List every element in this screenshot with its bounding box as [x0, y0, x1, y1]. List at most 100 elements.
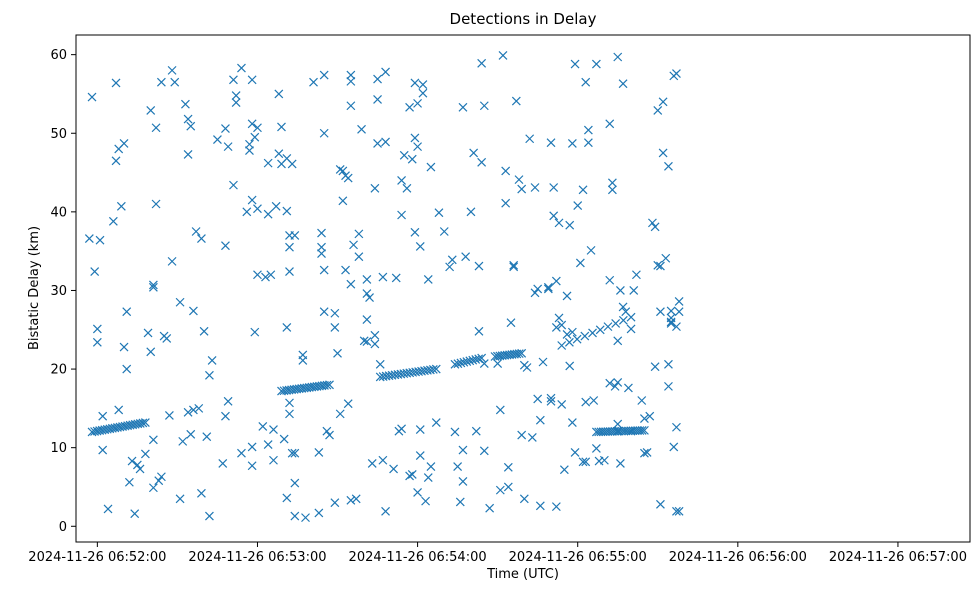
- data-point-marker: [551, 276, 561, 286]
- data-point-marker: [317, 249, 326, 258]
- data-point-marker: [530, 183, 540, 192]
- data-point-marker: [132, 460, 142, 470]
- data-point-marker: [119, 342, 129, 352]
- data-point-marker: [458, 445, 468, 455]
- data-point-marker: [415, 451, 425, 460]
- data-point-marker: [333, 348, 342, 358]
- data-point-marker: [309, 77, 318, 87]
- data-point-marker: [562, 330, 572, 339]
- data-point-marker: [551, 322, 561, 332]
- data-point-marker: [514, 349, 524, 359]
- data-point-marker: [231, 91, 241, 100]
- data-point-marker: [479, 101, 489, 111]
- data-point-marker: [111, 156, 121, 166]
- data-point-marker: [557, 320, 567, 330]
- data-point-marker: [92, 324, 102, 334]
- data-point-marker: [415, 425, 425, 435]
- data-point-marker: [554, 313, 564, 323]
- data-point-marker: [572, 334, 582, 344]
- data-point-marker: [354, 229, 364, 239]
- data-point-marker: [205, 511, 214, 521]
- data-point-marker: [517, 430, 527, 440]
- data-point-marker: [314, 447, 324, 457]
- data-point-marker: [290, 478, 300, 488]
- data-point-marker: [111, 78, 121, 88]
- data-point-marker: [525, 134, 535, 144]
- data-point-marker: [407, 469, 417, 479]
- data-point-marker: [434, 208, 444, 218]
- data-point-marker: [223, 142, 233, 152]
- data-point-marker: [672, 69, 681, 78]
- y-tick-label: 40: [50, 205, 67, 220]
- data-point-marker: [127, 456, 137, 466]
- data-point-marker: [567, 139, 577, 148]
- data-point-marker: [319, 128, 329, 138]
- data-point-marker: [501, 166, 511, 176]
- data-point-marker: [258, 422, 268, 431]
- data-point-marker: [672, 322, 681, 332]
- data-point-marker: [626, 324, 636, 334]
- data-point-marker: [322, 380, 332, 390]
- data-point-marker: [586, 245, 596, 255]
- data-point-marker: [277, 122, 286, 132]
- data-point-marker: [290, 511, 300, 521]
- y-axis-ticks: 0 10 20 30 40 50 60: [50, 48, 76, 535]
- data-point-marker: [87, 92, 97, 102]
- data-point-marker: [180, 99, 190, 109]
- data-point-marker: [140, 449, 150, 459]
- data-point-marker: [148, 483, 158, 493]
- data-point-marker: [338, 166, 348, 176]
- data-point-marker: [588, 328, 597, 338]
- data-point-marker: [199, 326, 209, 336]
- y-tick-label: 60: [50, 48, 67, 63]
- data-point-marker: [509, 262, 519, 272]
- data-point-marker: [367, 458, 377, 468]
- data-point-marker: [151, 199, 161, 209]
- data-point-marker: [343, 399, 353, 409]
- data-point-marker: [154, 476, 164, 486]
- data-point-marker: [498, 51, 508, 60]
- data-point-marker: [317, 242, 326, 252]
- data-point-marker: [664, 161, 673, 171]
- data-point-marker: [567, 327, 577, 337]
- data-point-marker: [373, 95, 382, 104]
- data-point-marker: [479, 446, 489, 456]
- data-point-marker: [95, 235, 105, 245]
- data-point-marker: [253, 204, 262, 214]
- data-point-marker: [351, 494, 361, 504]
- data-point-marker: [549, 183, 559, 192]
- data-point-marker: [418, 88, 428, 98]
- data-point-marker: [287, 159, 297, 169]
- data-point-marker: [298, 355, 308, 365]
- data-point-marker: [546, 138, 556, 148]
- data-point-marker: [418, 80, 428, 89]
- data-point-marker: [346, 279, 356, 289]
- data-point-marker: [581, 77, 591, 87]
- data-point-marker: [557, 400, 567, 409]
- data-point-marker: [397, 175, 407, 185]
- data-point-marker: [567, 418, 577, 427]
- y-tick-label: 10: [50, 441, 67, 456]
- data-point-marker: [397, 210, 407, 220]
- data-point-marker: [365, 293, 374, 302]
- data-point-marker: [466, 207, 476, 217]
- data-point-marker: [626, 312, 636, 322]
- y-tick-label: 20: [50, 363, 67, 378]
- data-point-marker: [570, 447, 580, 457]
- data-point-marker: [92, 337, 102, 347]
- data-point-marker: [549, 211, 559, 221]
- data-point-marker: [530, 288, 540, 298]
- data-point-marker: [669, 442, 679, 452]
- data-point-marker: [175, 297, 185, 307]
- data-point-marker: [170, 77, 180, 87]
- data-point-marker: [426, 462, 436, 471]
- data-point-marker: [581, 397, 591, 407]
- data-point-marker: [362, 275, 372, 284]
- data-point-marker: [447, 255, 457, 265]
- x-tick-label: 2024-11-26 06:53:00: [188, 550, 326, 565]
- data-point-marker: [453, 462, 463, 471]
- data-point-marker: [247, 461, 257, 471]
- data-point-marker: [565, 361, 575, 371]
- data-point-marker: [357, 124, 366, 134]
